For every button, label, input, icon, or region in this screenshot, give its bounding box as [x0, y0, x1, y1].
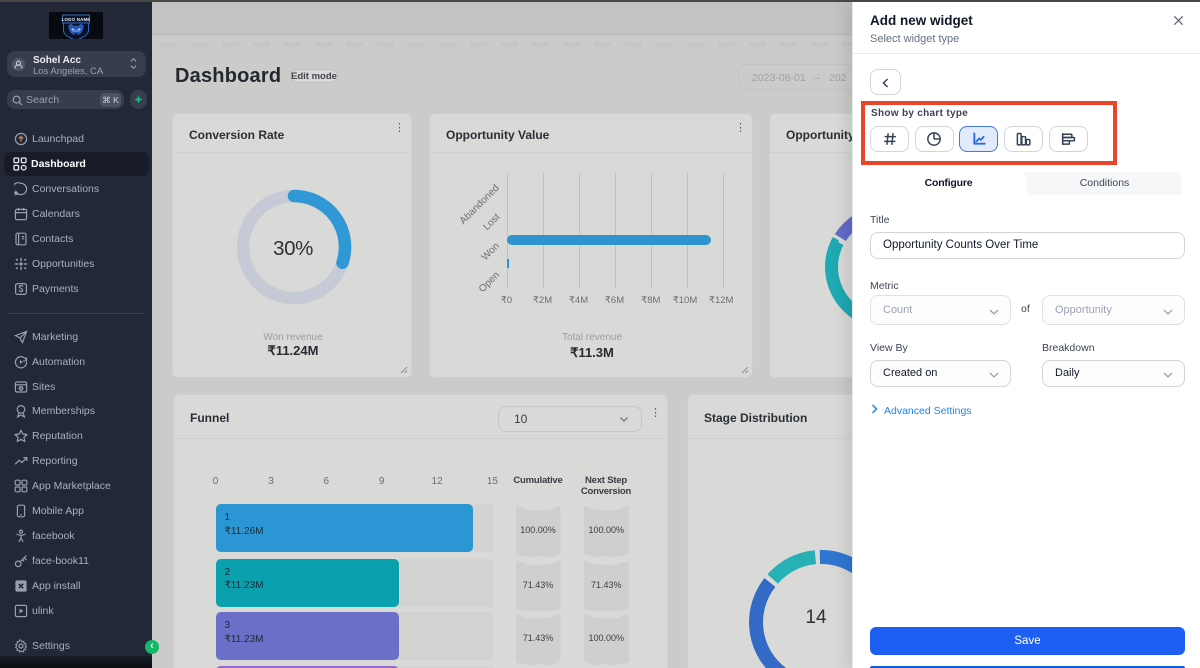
svg-text:LOGO NAME: LOGO NAME	[62, 17, 91, 22]
